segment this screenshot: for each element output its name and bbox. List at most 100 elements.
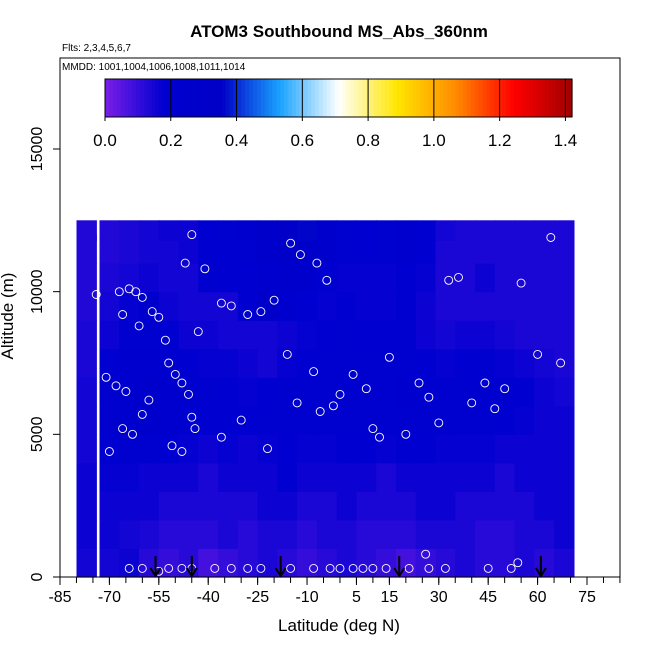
sample-point — [177, 447, 187, 456]
heatmap-cell — [198, 234, 219, 264]
heatmap-cell — [257, 462, 278, 492]
heatmap-cell — [316, 320, 338, 350]
heatmap-cell — [534, 263, 555, 293]
heatmap-cell — [455, 491, 476, 521]
heatmap-cell — [178, 320, 199, 350]
heatmap-cell — [376, 377, 397, 407]
colorbar-swatch — [455, 79, 460, 117]
heatmap-cell — [554, 462, 575, 492]
heatmap-cell — [119, 263, 140, 293]
heatmap-cell — [554, 263, 575, 293]
heatmap-cell — [554, 320, 575, 350]
heatmap-cell — [336, 548, 358, 578]
colorbar-swatch — [307, 79, 312, 117]
heatmap-cell — [415, 462, 437, 492]
heatmap-cell — [178, 462, 199, 492]
heatmap-cell — [218, 348, 239, 378]
heatmap-cell — [237, 434, 259, 464]
colorbar-swatch — [392, 79, 398, 117]
heatmap-cell — [316, 462, 338, 492]
sample-point — [454, 272, 463, 282]
sample-point — [312, 258, 322, 268]
flight-arrow — [274, 556, 287, 578]
heatmap-cell — [237, 220, 259, 241]
heatmap-cell — [76, 263, 97, 293]
heatmap-cell — [336, 320, 358, 350]
heatmap-cell — [475, 348, 496, 378]
heatmap-cell — [494, 234, 516, 264]
colorbar-swatch — [252, 79, 258, 117]
heatmap-field — [76, 220, 575, 578]
heatmap-cell — [554, 434, 575, 464]
heatmap-cell — [356, 291, 377, 321]
heatmap-cell — [218, 291, 239, 321]
heatmap-cell — [534, 220, 555, 241]
heatmap-cell — [257, 377, 278, 407]
colorbar-tick-label: 1.2 — [488, 131, 512, 150]
heatmap-cell — [376, 234, 397, 264]
colorbar-swatch — [159, 79, 164, 117]
heatmap-cell — [435, 548, 456, 578]
heatmap-cell — [376, 348, 397, 378]
heatmap-cell — [396, 491, 417, 521]
colorbar-swatch — [264, 79, 270, 117]
heatmap-cell — [119, 234, 140, 264]
heatmap-cell — [534, 291, 555, 321]
heatmap-cell — [277, 348, 298, 378]
heatmap-cell — [158, 519, 180, 549]
heatmap-cell — [316, 234, 338, 264]
heatmap-cell — [139, 291, 160, 321]
heatmap-cell — [178, 291, 199, 321]
sample-point — [381, 563, 391, 573]
colorbar-swatch — [513, 79, 519, 117]
colorbar-swatch — [548, 79, 554, 117]
colorbar-tick-label: 0.0 — [93, 131, 117, 150]
heatmap-cell — [198, 377, 219, 407]
sample-point — [170, 369, 180, 379]
heatmap-cell — [158, 462, 180, 492]
heatmap-cell — [415, 377, 437, 407]
heatmap-cell — [396, 263, 417, 293]
heatmap-cell — [218, 234, 239, 264]
colorbar-swatch — [311, 79, 316, 117]
sample-point — [414, 378, 424, 388]
colorbar-swatch — [369, 79, 375, 117]
heatmap-cell — [336, 263, 358, 293]
colorbar-swatch — [202, 79, 207, 117]
heatmap-cell — [494, 263, 516, 293]
heatmap-cell — [76, 348, 97, 378]
sample-point — [128, 429, 137, 439]
heatmap-cell — [356, 405, 377, 435]
heatmap-cell — [257, 348, 278, 378]
heatmap-cell — [178, 434, 199, 464]
heatmap-cell — [158, 291, 180, 321]
heatmap-cell — [257, 434, 278, 464]
colorbar-swatch — [155, 79, 161, 117]
heatmap-cell — [99, 320, 120, 350]
heatmap-cell — [119, 491, 140, 521]
heatmap-cell — [139, 462, 160, 492]
sample-point — [243, 563, 253, 573]
heatmap-cell — [475, 234, 496, 264]
colorbar-swatch — [478, 79, 484, 117]
heatmap-cell — [494, 434, 516, 464]
sample-point — [286, 238, 296, 248]
heatmap-cell — [158, 348, 180, 378]
heatmap-cell — [356, 377, 377, 407]
heatmap-cell — [475, 377, 496, 407]
colorbar-swatch — [498, 79, 503, 117]
heatmap-cell — [99, 405, 120, 435]
heatmap-cell — [475, 519, 496, 549]
heatmap-cell — [356, 220, 377, 241]
heatmap-cell — [76, 220, 97, 241]
heatmap-cell — [158, 320, 180, 350]
colorbar-swatch — [128, 79, 133, 117]
x-tick-label: 5 — [352, 589, 361, 606]
colorbar-swatch — [186, 79, 192, 117]
sample-point — [404, 563, 414, 573]
heatmap-cell — [455, 434, 476, 464]
sample-point — [434, 418, 444, 428]
colorbar-swatch — [190, 79, 196, 117]
x-tick-label: -70 — [98, 589, 121, 606]
heatmap-cell — [415, 405, 437, 435]
